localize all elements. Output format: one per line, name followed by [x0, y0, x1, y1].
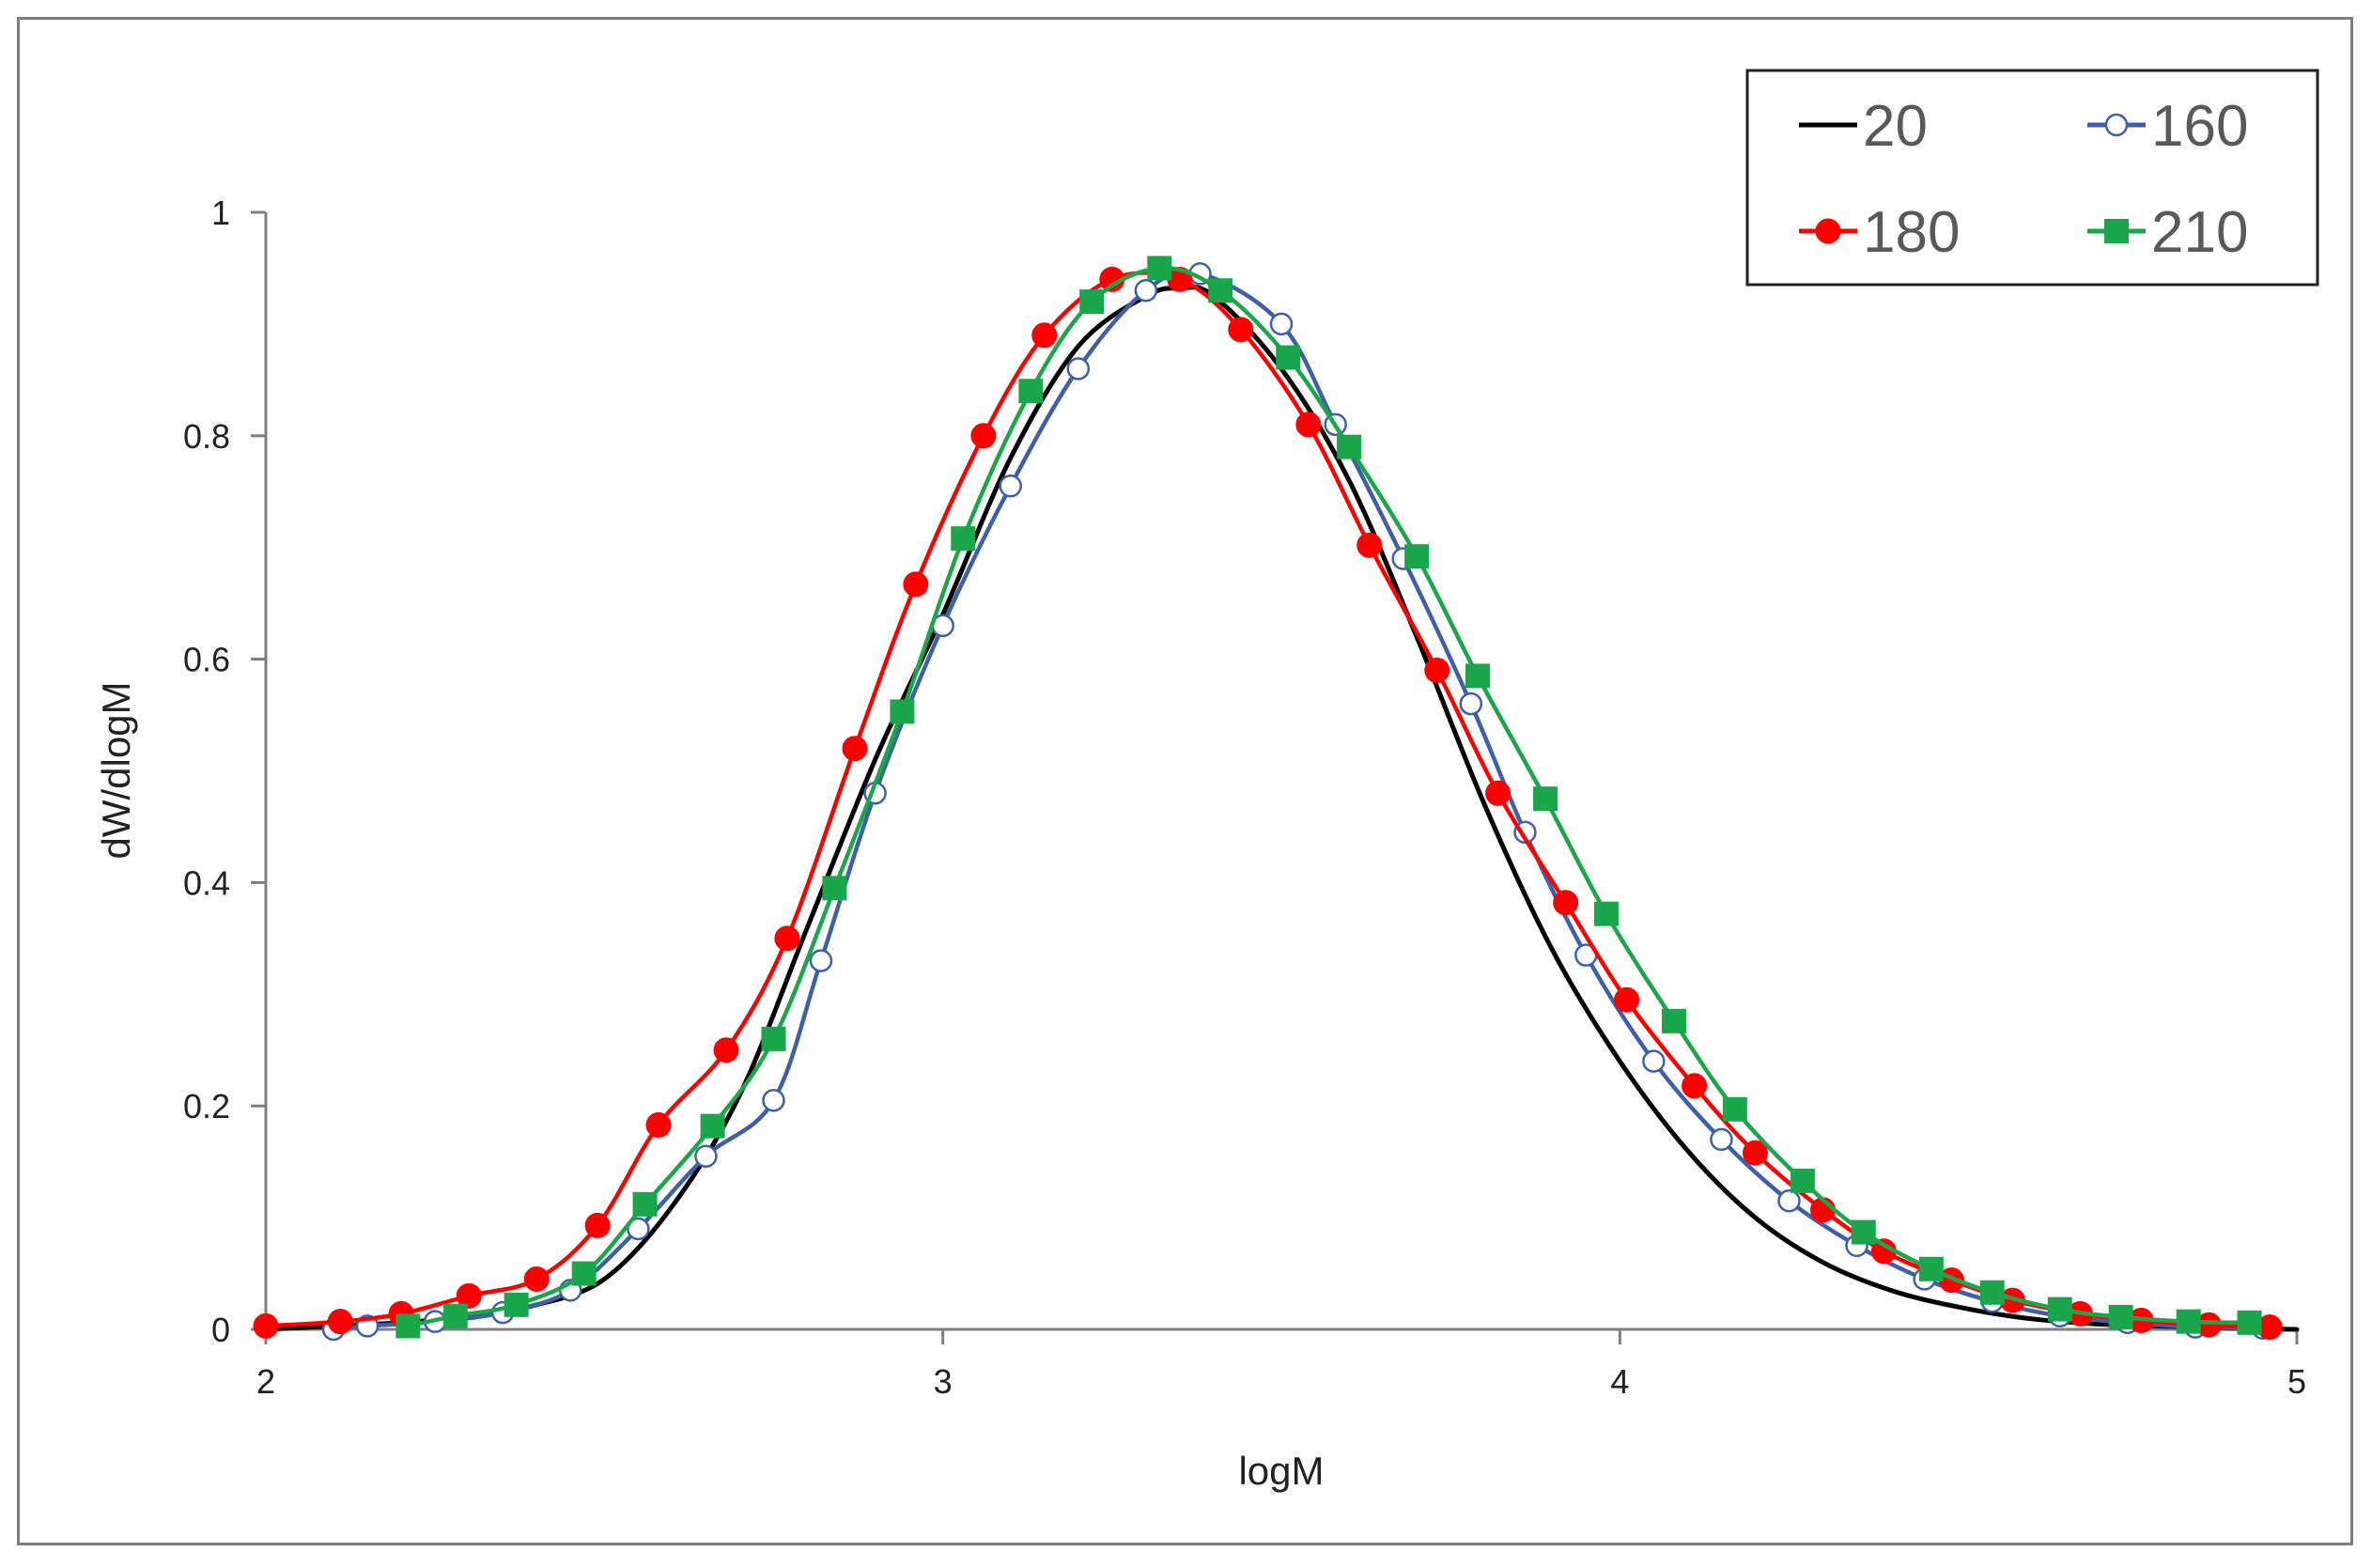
- legend-box: [1745, 69, 2319, 287]
- legend-item-160: 160: [2087, 94, 2248, 159]
- series-180-point: [456, 1282, 482, 1309]
- series-210-point: [761, 1026, 786, 1051]
- series-20: [263, 285, 2300, 1332]
- legend-item-20: 20: [1799, 94, 1928, 159]
- series-160-point: [1710, 1127, 1733, 1152]
- series-180-point: [903, 571, 929, 598]
- series-210-point: [632, 1191, 658, 1217]
- series-180-point: [1682, 1073, 1708, 1099]
- series-160-point: [809, 949, 833, 972]
- series-160-point: [999, 474, 1022, 498]
- series-180-point: [1228, 317, 1254, 343]
- y-tick-label: 0.6: [183, 641, 230, 679]
- series-180-point: [1553, 890, 1579, 916]
- tick-labels: 2 3 4 5 0 0.2 0.4 0.6 0.8 1: [183, 194, 2306, 1401]
- y-tick-label: 0: [211, 1311, 230, 1349]
- series-210-point: [822, 876, 847, 901]
- series-210-point: [1593, 901, 1619, 926]
- series-layer: [253, 256, 2300, 1342]
- legend-label-20: 20: [1863, 94, 1928, 159]
- series-160-point: [1642, 1049, 1666, 1073]
- series-180: [253, 266, 2283, 1341]
- y-tick-label: 1: [211, 194, 230, 232]
- series-210-point: [1533, 786, 1558, 812]
- series-180-point: [970, 423, 997, 449]
- series-160-point: [1459, 691, 1483, 716]
- x-tick-label: 3: [934, 1362, 953, 1401]
- legend-marker-180: [1815, 218, 1841, 244]
- series-180-point: [1031, 322, 1058, 349]
- legend-marker-160: [2104, 113, 2129, 137]
- series-180-point: [842, 736, 868, 762]
- series-180-point: [523, 1265, 550, 1292]
- series-180-point: [1295, 411, 1322, 438]
- series-210-point: [571, 1261, 597, 1286]
- series-180-line: [263, 271, 2272, 1329]
- series-210-point: [1208, 278, 1233, 303]
- series-210-point: [700, 1113, 725, 1139]
- series-160-point: [627, 1217, 650, 1241]
- legend-label-180: 180: [1863, 200, 1960, 265]
- series-180-point: [253, 1312, 279, 1339]
- series-180-point: [1742, 1140, 1768, 1166]
- series-210-point: [890, 699, 915, 724]
- series-210-point: [1018, 379, 1044, 404]
- series-210-point: [395, 1313, 421, 1339]
- series-210-point: [2108, 1304, 2133, 1329]
- axes: [264, 212, 2297, 1331]
- series-210-point: [951, 526, 976, 551]
- series-210-point: [1276, 345, 1301, 370]
- x-tick-label: 5: [2287, 1362, 2306, 1401]
- series-160: [321, 262, 2275, 1342]
- series-210-point: [2176, 1309, 2201, 1334]
- series-210-point: [1790, 1168, 1815, 1193]
- x-tick-label: 4: [1610, 1362, 1629, 1401]
- legend: 20 160 180 210: [1745, 69, 2319, 287]
- x-tick-label: 2: [256, 1362, 275, 1401]
- series-210-point: [1337, 434, 1362, 459]
- series-160-point: [1066, 357, 1091, 380]
- series-160-point: [694, 1144, 718, 1168]
- series-210-point: [1404, 544, 1430, 569]
- series-20-line: [263, 285, 2300, 1332]
- series-160-point: [762, 1089, 785, 1112]
- series-210-point: [1147, 256, 1172, 281]
- legend-item-180: 180: [1799, 200, 1960, 265]
- series-160-point: [1269, 312, 1294, 336]
- series-160-point: [1777, 1189, 1801, 1213]
- series-180-point: [1357, 532, 1383, 558]
- series-210-point: [1079, 289, 1105, 315]
- series-180-point: [327, 1309, 353, 1335]
- series-210-point: [504, 1292, 529, 1317]
- y-tick-label: 0.2: [183, 1087, 230, 1126]
- series-180-point: [1424, 657, 1450, 683]
- series-180-point: [713, 1037, 739, 1063]
- series-180-point: [1614, 986, 1640, 1013]
- legend-item-210: 210: [2087, 200, 2248, 265]
- series-210-point: [2237, 1310, 2262, 1335]
- series-210-point: [442, 1303, 468, 1328]
- series-210: [395, 256, 2262, 1339]
- y-axis-title: dW/dlogM: [94, 681, 138, 859]
- series-180-point: [774, 925, 800, 952]
- series-210-point: [1918, 1256, 1944, 1281]
- y-tick-label: 0.8: [183, 417, 230, 456]
- legend-marker-210: [2104, 219, 2129, 243]
- legend-label-210: 210: [2151, 200, 2248, 265]
- series-160-point: [1134, 278, 1158, 303]
- series-210-point: [1661, 1008, 1686, 1033]
- series-180-point: [1485, 780, 1512, 806]
- series-210-point: [2047, 1296, 2072, 1322]
- series-180-point: [645, 1111, 672, 1138]
- ticks: [251, 210, 2299, 1344]
- legend-label-160: 160: [2151, 94, 2248, 159]
- series-180-point: [584, 1212, 611, 1238]
- series-210-point: [1851, 1219, 1876, 1245]
- series-210-point: [1722, 1096, 1747, 1122]
- x-axis-title: logM: [1238, 1449, 1324, 1493]
- series-210-point: [1979, 1280, 2005, 1305]
- y-tick-label: 0.4: [183, 863, 230, 902]
- series-210-point: [1465, 663, 1490, 689]
